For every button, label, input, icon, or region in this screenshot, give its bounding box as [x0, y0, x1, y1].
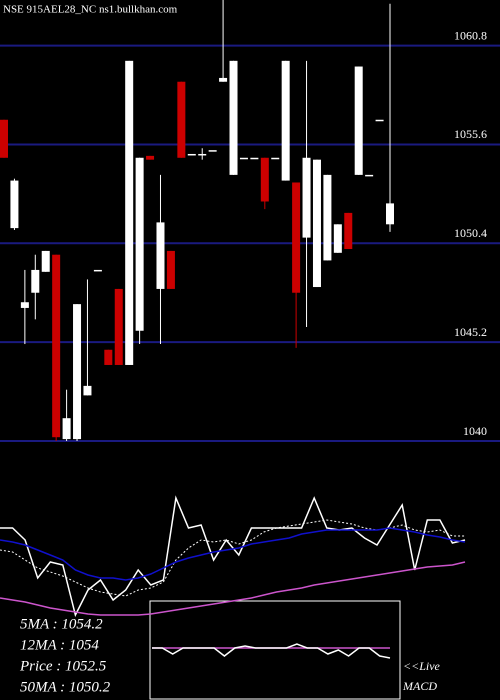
candle-body	[323, 174, 332, 261]
candle-body	[20, 302, 29, 308]
candle-body	[354, 66, 363, 175]
candle-body	[281, 60, 290, 181]
candle-body	[386, 203, 394, 225]
macd-note: <<Live	[403, 659, 441, 673]
candle-body	[156, 222, 165, 289]
chart-title: NSE 915AEL28_NC ns1.bullkhan.com	[3, 4, 178, 16]
legend-entry: 5MA : 1054.2	[20, 616, 103, 632]
candle-body	[135, 157, 144, 331]
indicator-line	[0, 527, 466, 581]
candle-body	[146, 155, 155, 160]
candle-body	[52, 254, 61, 438]
candle-body	[375, 119, 384, 122]
y-tick-label: 1045.2	[454, 325, 487, 339]
candle-body	[177, 81, 186, 158]
legend-entry: 50MA : 1050.2	[20, 679, 111, 695]
candle-body	[312, 159, 321, 288]
candle-body	[198, 153, 207, 156]
candle-body	[166, 250, 175, 289]
y-tick-label: 1040	[463, 424, 487, 438]
y-tick-label: 1060.8	[454, 28, 487, 42]
candle-body	[73, 304, 82, 440]
candle-body	[0, 119, 8, 158]
macd-box	[149, 600, 401, 700]
candle-body	[292, 182, 301, 293]
candle-body	[125, 60, 134, 365]
candle-body	[208, 150, 217, 152]
candle-body	[239, 157, 248, 160]
legend-entry: 12MA : 1054	[20, 637, 99, 653]
indicator-line	[0, 519, 465, 597]
candle-body	[333, 224, 342, 253]
legend-entry: Price : 1052.5	[19, 658, 107, 674]
candle-body	[302, 157, 311, 238]
candle-body	[41, 250, 50, 272]
candle-body	[260, 157, 269, 202]
candle-body	[365, 174, 374, 177]
candle-body	[104, 349, 113, 365]
y-tick-label: 1055.6	[454, 127, 487, 141]
indicator-line	[0, 495, 466, 618]
candle-body	[229, 60, 238, 175]
candle-body	[187, 153, 196, 156]
candle-body	[219, 77, 228, 82]
candle-body	[10, 180, 19, 229]
candle-body	[62, 418, 71, 440]
y-tick-label: 1050.4	[454, 226, 487, 240]
candle-body	[344, 212, 353, 250]
candle-body	[83, 385, 92, 396]
macd-title: MACD	[402, 679, 437, 693]
candle-body	[250, 157, 259, 160]
candle-body	[31, 269, 40, 293]
indicator-line	[0, 561, 466, 616]
candle-body	[271, 157, 280, 160]
indicator-line	[152, 643, 391, 659]
candle-body	[114, 288, 123, 365]
candle-body	[93, 269, 102, 272]
